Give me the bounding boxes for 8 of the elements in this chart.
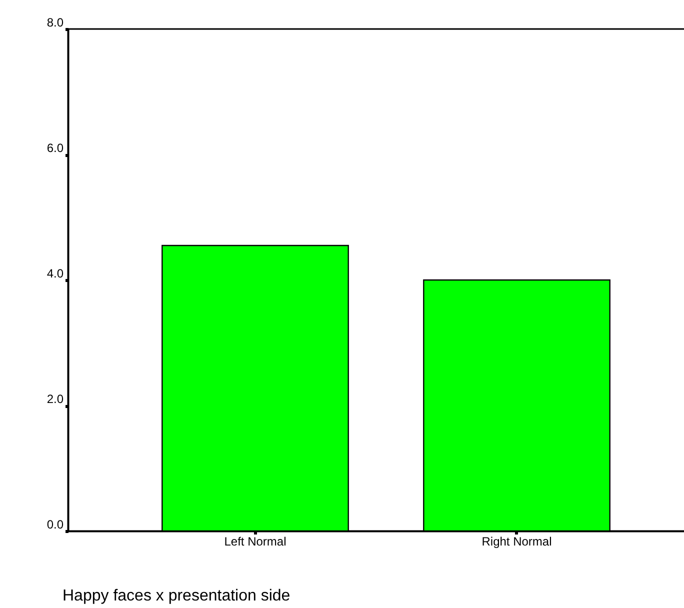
y-tick-label: 6.0 [46, 141, 64, 155]
y-tick-label: 4.0 [46, 266, 64, 280]
y-tick-label: 0.0 [46, 518, 64, 532]
x-tick-label: Left Normal [224, 534, 286, 548]
y-tick-label: 2.0 [46, 392, 64, 406]
y-tick-label: 8.0 [46, 16, 64, 30]
x-axis-title: Happy faces x presentation side [62, 588, 290, 604]
x-tick-label: Right Normal [482, 534, 552, 548]
